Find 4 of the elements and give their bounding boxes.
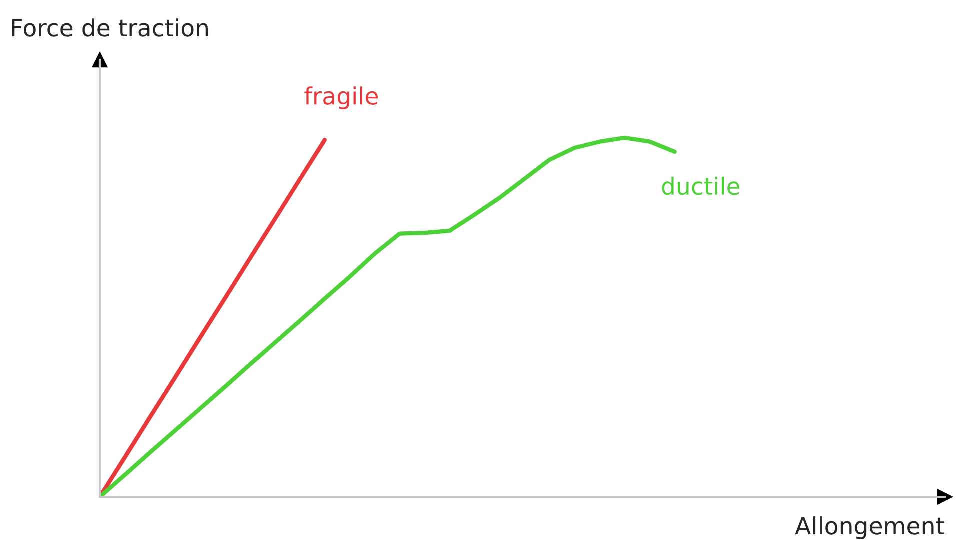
- series-label: ductile: [662, 176, 740, 196]
- series-label: fragile: [304, 86, 378, 110]
- y-axis-title: Force de traction: [12, 18, 208, 37]
- x-axis-title: Allongement: [795, 516, 944, 540]
